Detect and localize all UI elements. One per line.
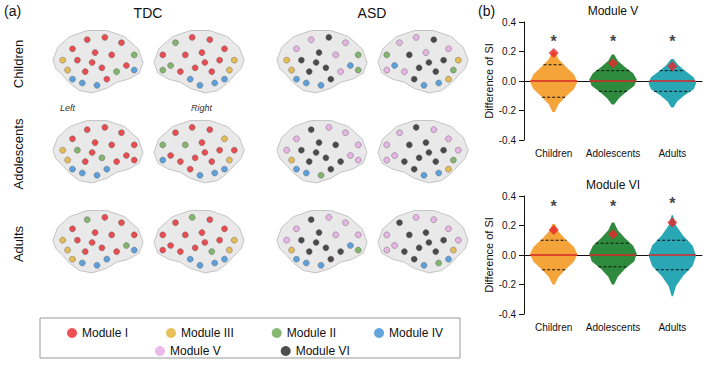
svg-text:0.0: 0.0: [502, 250, 516, 261]
svg-text:-0.4: -0.4: [499, 135, 517, 146]
svg-text:Children: Children: [535, 148, 572, 159]
svg-text:(a): (a): [4, 3, 21, 19]
svg-text:Module I: Module I: [82, 326, 128, 340]
svg-text:0.2: 0.2: [502, 220, 516, 231]
svg-text:Difference of SI: Difference of SI: [483, 217, 495, 293]
svg-text:Left: Left: [60, 103, 76, 113]
svg-text:0.0: 0.0: [502, 76, 516, 87]
svg-text:Adults: Adults: [658, 148, 686, 159]
svg-text:Adults: Adults: [11, 225, 26, 262]
svg-text:-0.2: -0.2: [499, 279, 517, 290]
svg-text:Children: Children: [535, 322, 572, 333]
svg-text:Module VI: Module VI: [296, 344, 350, 358]
svg-text:Module III: Module III: [181, 326, 234, 340]
svg-text:ASD: ASD: [358, 5, 387, 21]
svg-text:TDC: TDC: [134, 5, 163, 21]
svg-text:Adults: Adults: [658, 322, 686, 333]
svg-text:*: *: [669, 33, 676, 50]
svg-text:Right: Right: [191, 103, 213, 113]
svg-text:Adolescents: Adolescents: [11, 118, 26, 189]
svg-text:-0.4: -0.4: [499, 309, 517, 320]
svg-text:0.4: 0.4: [502, 17, 516, 28]
svg-text:Adolescents: Adolescents: [586, 322, 640, 333]
svg-text:Adolescents: Adolescents: [586, 148, 640, 159]
svg-text:Module IV: Module IV: [389, 326, 443, 340]
svg-text:-0.2: -0.2: [499, 105, 517, 116]
svg-text:0.2: 0.2: [502, 46, 516, 57]
svg-text:*: *: [610, 33, 617, 50]
svg-text:*: *: [610, 198, 617, 215]
svg-text:(b): (b): [478, 3, 495, 19]
svg-text:Module V: Module V: [170, 344, 221, 358]
svg-text:Difference of SI: Difference of SI: [483, 43, 495, 119]
svg-text:*: *: [669, 195, 676, 212]
svg-text:Module VI: Module VI: [586, 178, 640, 192]
svg-text:Children: Children: [11, 40, 26, 88]
svg-text:Module V: Module V: [588, 4, 639, 18]
svg-text:*: *: [551, 33, 558, 50]
svg-text:*: *: [551, 198, 558, 215]
svg-text:0.4: 0.4: [502, 191, 516, 202]
svg-text:Module II: Module II: [287, 326, 336, 340]
